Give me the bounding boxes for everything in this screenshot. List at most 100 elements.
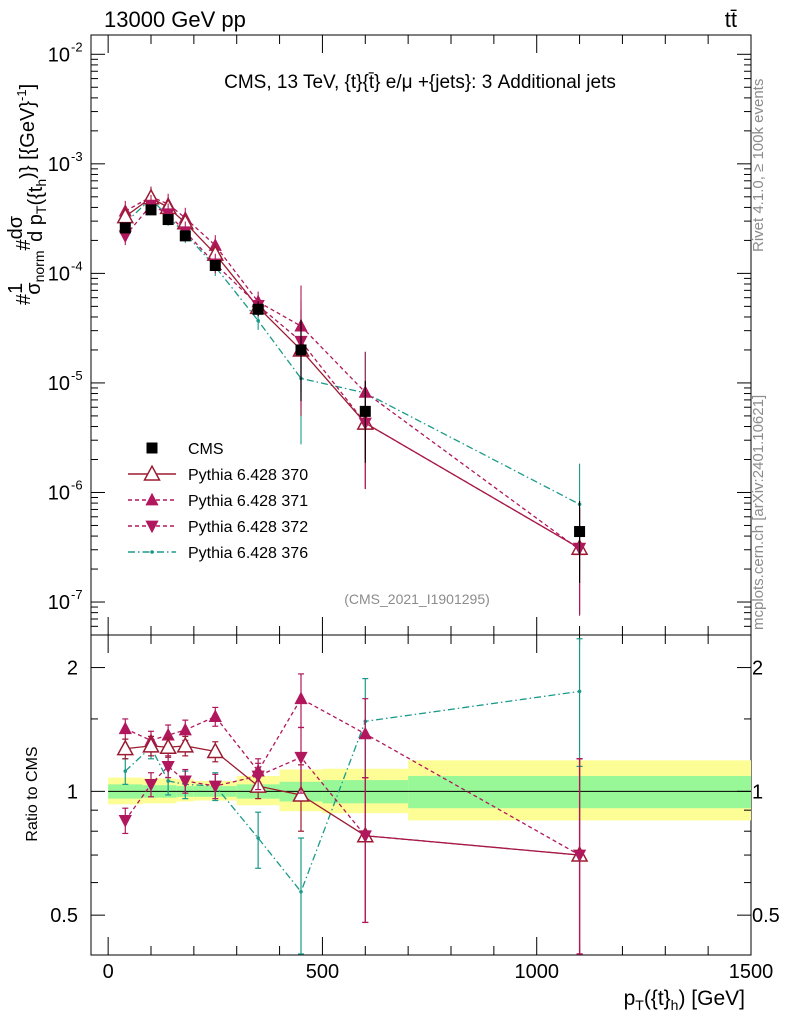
ratio-uncertainty-bands [108,760,751,821]
ratio-marker-pythia-6.428-372-2 [161,760,175,774]
ylabel-part-hash1: # [13,293,35,305]
xlabel-part-h: h [671,997,679,1013]
ratio-marker-pythia-6.428-370-0 [116,739,135,756]
ratio-marker-pythia-6.428-370-3 [176,736,195,753]
x-axis-label: pT({t}h) [GeV] [624,987,745,1013]
ratio-marker-pythia-6.428-371-2 [161,727,175,741]
ratio-y-tick-label-right-0: 0.5 [752,905,780,927]
ylabel-part-one: 1 [5,283,27,294]
main-marker-pythia-6.428-376-5 [256,318,260,323]
ylabel-part-h: h [33,179,49,187]
xlabel-part-T: T [635,997,644,1013]
ratio-marker-pythia-6.428-372-8 [572,849,587,863]
header-energy-label: 13000 GeV pp [104,7,246,32]
main-marker-cms-3 [179,230,191,242]
main-marker-cms-6 [295,344,307,356]
main-line-pythia-6.428-376 [124,197,580,505]
ratio-marker-pythia-6.428-371-6 [294,691,308,705]
ratio-y-axis-label: Ratio to CMS [24,746,41,841]
legend-marker-1 [143,464,161,481]
ylabel-part-gev: )} [{GeV} [17,101,39,179]
main-marker-cms-0 [119,222,131,234]
main-marker-cms-4 [209,260,221,272]
ratio-marker-pythia-6.428-372-7 [358,830,372,843]
ylabel-part-exp: -1 [14,89,29,101]
legend: CMS Pythia 6.428 370 Pythia 6.428 371 Pythi… [128,441,308,562]
xlabel-part-gev: ) [GeV] [678,987,745,1010]
ratio-marker-pythia-6.428-371-0 [118,721,132,735]
x-tick-label-1: 500 [306,961,339,983]
ratio-axes: 0 500 1000 1500 0.5 0.5 1 1 2 2 [50,635,780,983]
ratio-marker-pythia-6.428-372-3 [178,775,192,789]
main-marker-cms-8 [574,526,586,538]
side-mcplots-label: mcplots.cern.ch [arXiv:2401.10621] [750,395,767,630]
ratio-marker-pythia-6.428-376-5 [256,836,260,840]
ratio-y-tick-label-left-1: 1 [67,781,78,803]
ylabel-part-dp: d p [25,214,47,242]
ratio-marker-pythia-6.428-376-8 [577,689,582,694]
ratio-marker-pythia-6.428-370-4 [206,742,225,759]
side-rivet-label: Rivet 4.1.0, ≥ 100k events [750,79,767,252]
main-y-tick-label-5: 10 [48,44,70,66]
x-tick-label-0: 0 [103,961,114,983]
main-marker-cms-2 [162,214,174,226]
legend-label-4: Pythia 6.428 376 [188,545,308,562]
xlabel-part-t: ({t} [644,987,671,1010]
legend-label-3: Pythia 6.428 372 [188,519,308,536]
ylabel-part-sigma: σ [23,282,45,295]
ratio-y-tick-label-right-1: 1 [752,781,763,803]
ratio-marker-pythia-6.428-370-1 [142,736,160,753]
header-process-label: tt̄ [725,7,737,32]
main-y-tick-label-3: 10 [48,263,70,285]
main-marker-cms-5 [252,303,264,315]
main-y-tick-label-1: 10 [48,482,70,504]
legend-marker-4 [150,550,154,554]
main-marker-cms-7 [359,405,371,417]
main-y-tick-exp-4: -3 [71,149,83,164]
xlabel-part-p: p [624,987,636,1010]
x-tick-label-3: 1500 [729,961,774,983]
ylabel-part-dsigma: dσ [5,215,27,239]
ylabel-part-hash2: # [13,239,35,251]
chart-title: CMS, 13 TeV, {t}{t̄} e/μ +{jets}: 3 Addi… [224,72,616,93]
main-series [116,186,589,616]
ratio-marker-pythia-6.428-371-7 [358,726,372,740]
ratio-y-tick-label-left-0: 0.5 [50,905,78,927]
ratio-marker-pythia-6.428-370-2 [159,737,177,755]
main-y-tick-label-4: 10 [48,154,70,176]
ratio-marker-pythia-6.428-376-2 [166,779,170,783]
ratio-marker-pythia-6.428-371-3 [178,722,192,736]
ylabel-part-T: T [33,205,49,214]
main-y-tick-exp-1: -6 [71,477,83,492]
main-marker-cms-1 [145,204,157,216]
main-y-tick-exp-2: -5 [71,368,83,383]
legend-label-0: CMS [188,441,224,458]
legend-marker-3 [145,520,159,534]
ratio-marker-pythia-6.428-372-0 [118,814,132,828]
main-y-tick-exp-0: -7 [71,587,83,602]
legend-marker-0 [146,442,158,454]
legend-label-1: Pythia 6.428 370 [188,467,308,484]
ratio-marker-pythia-6.428-371-4 [208,709,222,722]
ylabel-part-t: ({t [25,186,47,205]
ratio-series [116,638,589,955]
ratio-y-tick-label-left-2: 2 [67,658,78,680]
ylabel-part-close: ] [17,84,39,90]
ratio-marker-pythia-6.428-372-1 [144,778,158,792]
x-tick-label-2: 1000 [514,961,559,983]
ratio-marker-pythia-6.428-372-6 [294,751,308,765]
main-axes: 10-710-610-510-410-310-2 [48,35,752,636]
main-y-tick-exp-5: -2 [71,39,83,54]
main-marker-pythia-6.428-372-0 [118,230,132,244]
main-y-axis-label: #1σnorm#dσd pT({th)} [{GeV}-1] [5,84,49,305]
ratio-marker-pythia-6.428-376-0 [123,769,128,773]
analysis-watermark: (CMS_2021_I1901295) [344,591,490,607]
ylabel-part-norm: norm [31,251,47,283]
main-y-tick-label-0: 10 [48,592,70,614]
ratio-marker-pythia-6.428-370-6 [292,785,310,802]
ratio-marker-pythia-6.428-372-4 [208,780,222,794]
legend-marker-2 [145,492,159,506]
main-y-tick-exp-3: -4 [71,258,83,273]
ratio-y-tick-label-right-2: 2 [752,658,763,680]
